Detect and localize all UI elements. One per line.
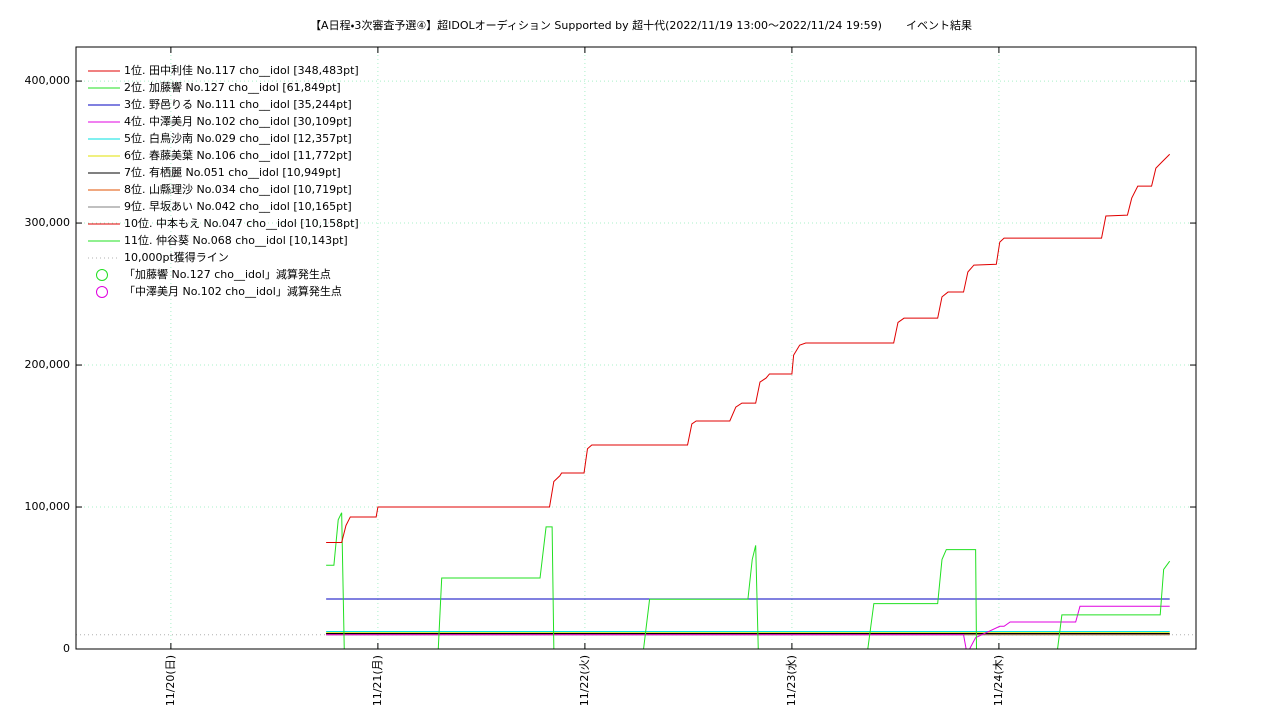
y-tick-label: 200,000 — [25, 358, 71, 371]
legend-label: 11位. 仲谷葵 No.068 cho__idol [10,143pt] — [124, 233, 348, 247]
legend-label: 3位. 野邑りる No.111 cho__idol [35,244pt] — [124, 98, 352, 111]
axes: 0 100,000 200,000 300,000 400,000 11/20(日) 11/… — [25, 47, 1196, 706]
legend-label: 4位. 中澤美月 No.102 cho__idol [30,109pt] — [124, 115, 352, 128]
legend-label: 「中澤美月 No.102 cho__idol」減算発生点 — [124, 284, 342, 298]
plot-lines — [76, 153, 1196, 649]
y-tick-label: 300,000 — [25, 216, 71, 229]
legend-label: 1位. 田中利佳 No.117 cho__idol [348,483pt] — [124, 63, 359, 77]
legend-label: 10,000pt獲得ライン — [124, 250, 229, 264]
legend-label: 2位. 加藤響 No.127 cho__idol [61,849pt] — [124, 80, 341, 94]
x-tick-label: 11/23(水) — [785, 655, 798, 706]
series-line — [326, 512, 1171, 649]
chart-subtitle: イベント結果 — [906, 19, 972, 32]
chart-title: 【A日程・3次審査予選④】超IDOLオーディション Supported by 超… — [310, 18, 882, 32]
legend-label: 6位. 春藤美葉 No.106 cho__idol [11,772pt] — [124, 148, 352, 162]
legend-label: 8位. 山縣理沙 No.034 cho__idol [10,719pt] — [124, 183, 352, 196]
legend-label: 9位. 早坂あい No.042 cho__idol [10,165pt] — [124, 200, 352, 213]
legend-label: 5位. 白鳥沙南 No.029 cho__idol [12,357pt] — [124, 131, 352, 145]
legend-label: 7位. 有栖麗 No.051 cho__idol [10,949pt] — [124, 165, 341, 179]
y-tick-label: 400,000 — [25, 74, 71, 87]
y-tick-label: 100,000 — [25, 500, 71, 513]
x-tick-label: 11/24(木) — [992, 655, 1005, 706]
plot-frame — [75, 46, 1197, 650]
legend-marker — [96, 269, 108, 281]
legend-marker — [96, 286, 108, 298]
series-line — [326, 605, 1170, 649]
x-tick-label: 11/22(火) — [578, 655, 591, 706]
y-tick-label: 0 — [63, 642, 70, 655]
legend-label: 10位. 中本もえ No.047 cho__idol [10,158pt] — [124, 216, 359, 230]
x-tick-label: 11/20(日) — [164, 655, 177, 706]
legend-label: 「加藤響 No.127 cho__idol」減算発生点 — [124, 267, 331, 281]
x-tick-label: 11/21(月) — [371, 655, 384, 706]
series-line — [326, 153, 1171, 544]
legend: 1位. 田中利佳 No.117 cho__idol [348,483pt] 2位.… — [88, 63, 359, 298]
